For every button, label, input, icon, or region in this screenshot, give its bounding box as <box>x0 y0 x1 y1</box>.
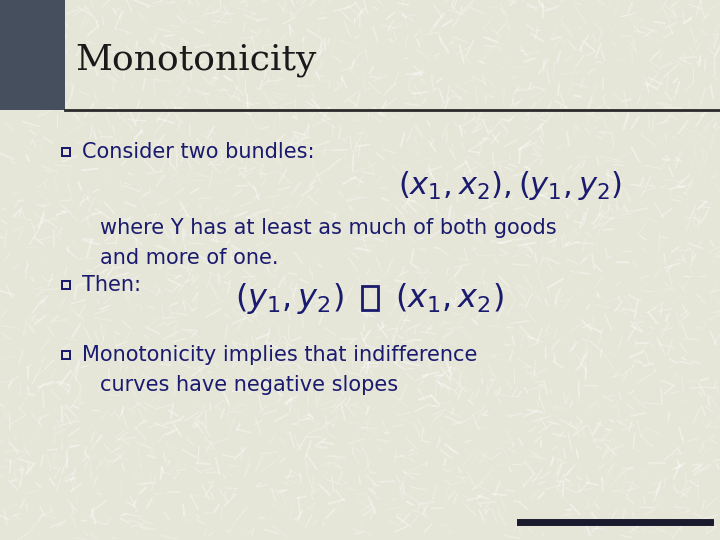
Text: $(x_1, x_2)$: $(x_1, x_2)$ <box>395 281 504 315</box>
Text: $(y_1, y_2)$: $(y_1, y_2)$ <box>235 280 343 315</box>
Bar <box>362 286 378 310</box>
Text: $(x_1, x_2), (y_1, y_2)$: $(x_1, x_2), (y_1, y_2)$ <box>398 168 622 201</box>
Bar <box>63 149 69 155</box>
Text: Monotonicity implies that indifference: Monotonicity implies that indifference <box>82 345 477 365</box>
Text: and more of one.: and more of one. <box>100 248 279 268</box>
Bar <box>0 0 65 110</box>
Bar <box>63 352 69 358</box>
Text: where Y has at least as much of both goods: where Y has at least as much of both goo… <box>100 218 557 238</box>
Bar <box>61 350 71 360</box>
Bar <box>63 282 69 288</box>
Bar <box>61 280 71 290</box>
Text: curves have negative slopes: curves have negative slopes <box>100 375 398 395</box>
Text: Monotonicity: Monotonicity <box>75 43 316 77</box>
Bar <box>61 147 71 157</box>
Text: Then:: Then: <box>82 275 141 295</box>
Text: Consider two bundles:: Consider two bundles: <box>82 142 315 162</box>
